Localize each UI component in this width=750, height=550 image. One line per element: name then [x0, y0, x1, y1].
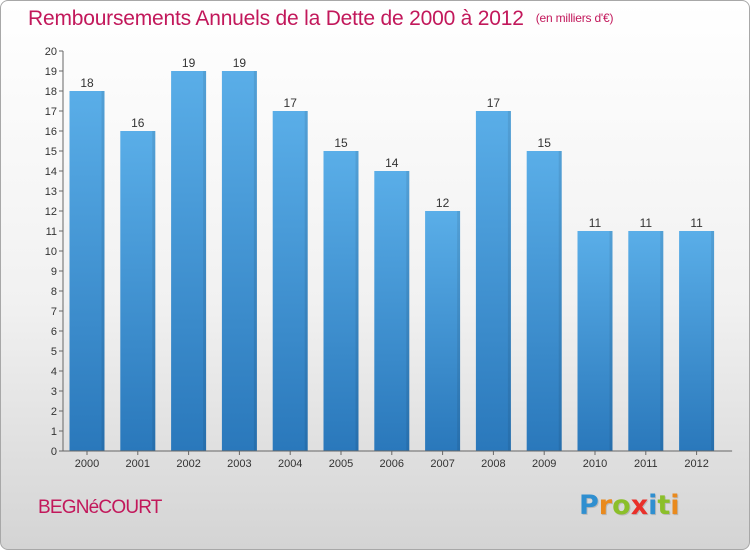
y-tick-label: 13 — [45, 186, 57, 198]
value-label: 19 — [233, 56, 247, 70]
commune-name: BEGNéCOURT — [38, 497, 162, 518]
x-tick-label: 2011 — [634, 458, 658, 470]
value-label: 15 — [334, 136, 348, 150]
y-tick-label: 11 — [46, 226, 57, 238]
value-label: 16 — [131, 116, 145, 130]
bar-shade — [609, 231, 613, 451]
y-tick-label: 3 — [51, 386, 57, 398]
y-tick-label: 15 — [45, 146, 57, 158]
y-tick-label: 12 — [45, 206, 57, 218]
bar-2006 — [374, 171, 410, 451]
logo-letter: P — [579, 490, 599, 521]
chart-unit-note: (en milliers d'€) — [535, 11, 614, 25]
x-tick-label: 2007 — [430, 458, 454, 470]
y-tick-label: 9 — [51, 266, 57, 278]
y-tick-label: 6 — [51, 326, 57, 338]
x-tick-label: 2003 — [227, 458, 251, 470]
x-tick-label: 2004 — [278, 458, 302, 470]
y-tick-label: 18 — [45, 86, 57, 98]
proxiti-logo: Proxiti — [579, 490, 680, 521]
bar-shade — [711, 231, 715, 451]
x-tick-label: 2006 — [380, 458, 404, 470]
y-tick-label: 17 — [45, 106, 57, 118]
value-label: 11 — [690, 216, 703, 230]
y-tick-label: 10 — [45, 246, 57, 258]
chart-title: Remboursements Annuels de la Dette de 20… — [28, 7, 613, 31]
x-tick-label: 2012 — [684, 458, 708, 470]
x-tick-label: 2009 — [532, 458, 556, 470]
bar-shade — [152, 131, 156, 451]
logo-letter: i — [670, 490, 680, 521]
y-tick-label: 5 — [51, 346, 57, 358]
bar-shade — [101, 91, 105, 451]
logo-letter: o — [612, 490, 631, 521]
bar-shade — [406, 171, 410, 451]
logo-letter: t — [657, 490, 671, 521]
logo-letter: x — [630, 490, 649, 521]
y-tick-label: 1 — [51, 426, 57, 438]
x-tick-label: 2008 — [481, 458, 505, 470]
bar-shade — [457, 211, 461, 451]
bar-2002 — [171, 71, 207, 451]
bar-2000 — [69, 91, 105, 451]
y-tick-label: 2 — [51, 406, 57, 418]
logo-letter: i — [648, 490, 658, 521]
bar-shade — [507, 111, 511, 451]
bar-shade — [558, 151, 562, 451]
x-tick-label: 2002 — [176, 458, 200, 470]
bar-2007 — [425, 211, 461, 451]
bar-shade — [660, 231, 664, 451]
bar-2003 — [221, 71, 257, 451]
bar-shade — [253, 71, 257, 451]
value-label: 18 — [80, 76, 94, 90]
bar-2012 — [679, 231, 715, 451]
bar-2009 — [526, 151, 562, 451]
bar-2004 — [272, 111, 308, 451]
bar-2005 — [323, 151, 359, 451]
value-label: 11 — [640, 216, 653, 230]
bar-2010 — [577, 231, 613, 451]
value-label: 19 — [182, 56, 196, 70]
bar-2001 — [120, 131, 156, 451]
bar-2011 — [628, 231, 664, 451]
x-tick-label: 2000 — [75, 458, 99, 470]
y-tick-label: 20 — [45, 46, 57, 58]
value-label: 17 — [284, 96, 298, 110]
value-label: 15 — [538, 136, 552, 150]
chart-title-text: Remboursements Annuels de la Dette de 20… — [28, 7, 524, 30]
y-tick-label: 4 — [51, 366, 57, 378]
x-tick-label: 2010 — [583, 458, 607, 470]
x-tick-label: 2005 — [329, 458, 353, 470]
value-label: 12 — [436, 196, 450, 210]
value-label: 11 — [589, 216, 602, 230]
y-tick-label: 0 — [51, 446, 57, 458]
bar-shade — [203, 71, 207, 451]
value-label: 14 — [385, 156, 399, 170]
logo-letter: r — [598, 490, 613, 521]
y-tick-label: 8 — [51, 286, 57, 298]
y-tick-label: 19 — [45, 66, 57, 78]
value-label: 17 — [487, 96, 501, 110]
bar-shade — [304, 111, 308, 451]
x-tick-label: 2001 — [126, 458, 150, 470]
y-tick-label: 7 — [51, 306, 57, 318]
y-tick-label: 14 — [45, 166, 57, 178]
bar-shade — [355, 151, 359, 451]
y-tick-label: 16 — [45, 126, 57, 138]
bar-2008 — [475, 111, 511, 451]
